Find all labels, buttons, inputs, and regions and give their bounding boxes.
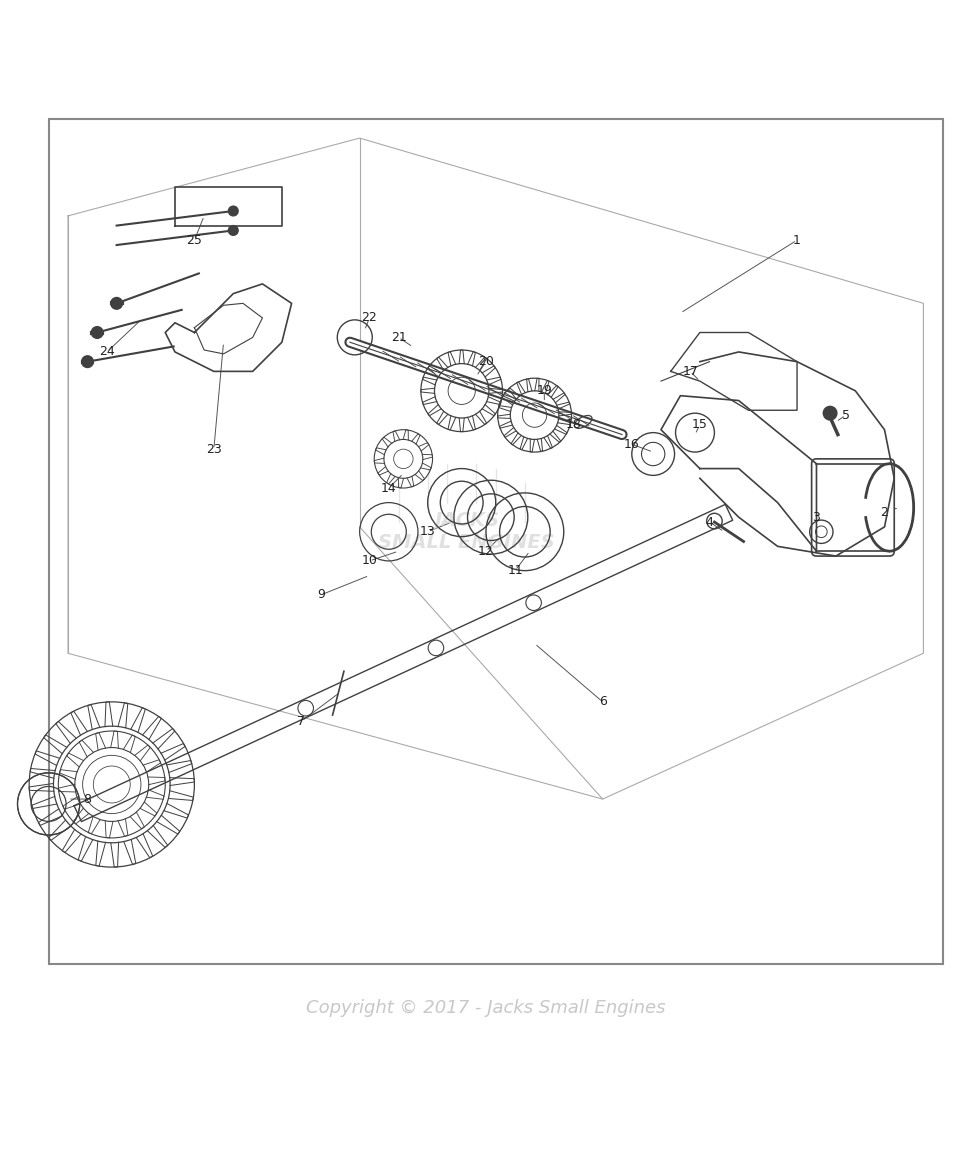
Circle shape — [228, 206, 238, 216]
Text: 24: 24 — [99, 345, 115, 358]
Text: 1: 1 — [793, 234, 801, 246]
Text: 25: 25 — [187, 234, 202, 246]
Text: 12: 12 — [478, 544, 494, 558]
Text: 9: 9 — [317, 588, 325, 602]
Circle shape — [82, 356, 93, 367]
Text: 18: 18 — [566, 418, 581, 432]
Text: 20: 20 — [478, 356, 494, 368]
Circle shape — [111, 297, 122, 310]
Text: 14: 14 — [381, 481, 397, 495]
Text: 23: 23 — [206, 443, 222, 456]
FancyBboxPatch shape — [812, 459, 894, 556]
Text: 16: 16 — [624, 437, 640, 451]
Text: 15: 15 — [692, 418, 708, 432]
Text: 4: 4 — [706, 516, 713, 528]
Text: JACKS
SMALL ENGINES: JACKS SMALL ENGINES — [378, 511, 555, 552]
Text: 19: 19 — [537, 384, 552, 397]
Text: 13: 13 — [420, 525, 435, 539]
Text: 22: 22 — [362, 312, 377, 325]
Circle shape — [228, 226, 238, 235]
Text: Copyright © 2017 - Jacks Small Engines: Copyright © 2017 - Jacks Small Engines — [306, 999, 666, 1017]
Text: 7: 7 — [297, 715, 305, 727]
Bar — [49, 119, 943, 965]
Text: 10: 10 — [362, 555, 377, 567]
Text: 5: 5 — [842, 409, 850, 421]
Circle shape — [823, 406, 837, 420]
Circle shape — [91, 327, 103, 338]
Text: 17: 17 — [682, 365, 698, 378]
Text: 11: 11 — [507, 564, 523, 577]
Text: 21: 21 — [391, 330, 406, 344]
Text: 3: 3 — [813, 511, 820, 524]
Text: 8: 8 — [84, 793, 91, 806]
Text: 6: 6 — [599, 695, 607, 708]
Text: 2: 2 — [881, 505, 888, 519]
